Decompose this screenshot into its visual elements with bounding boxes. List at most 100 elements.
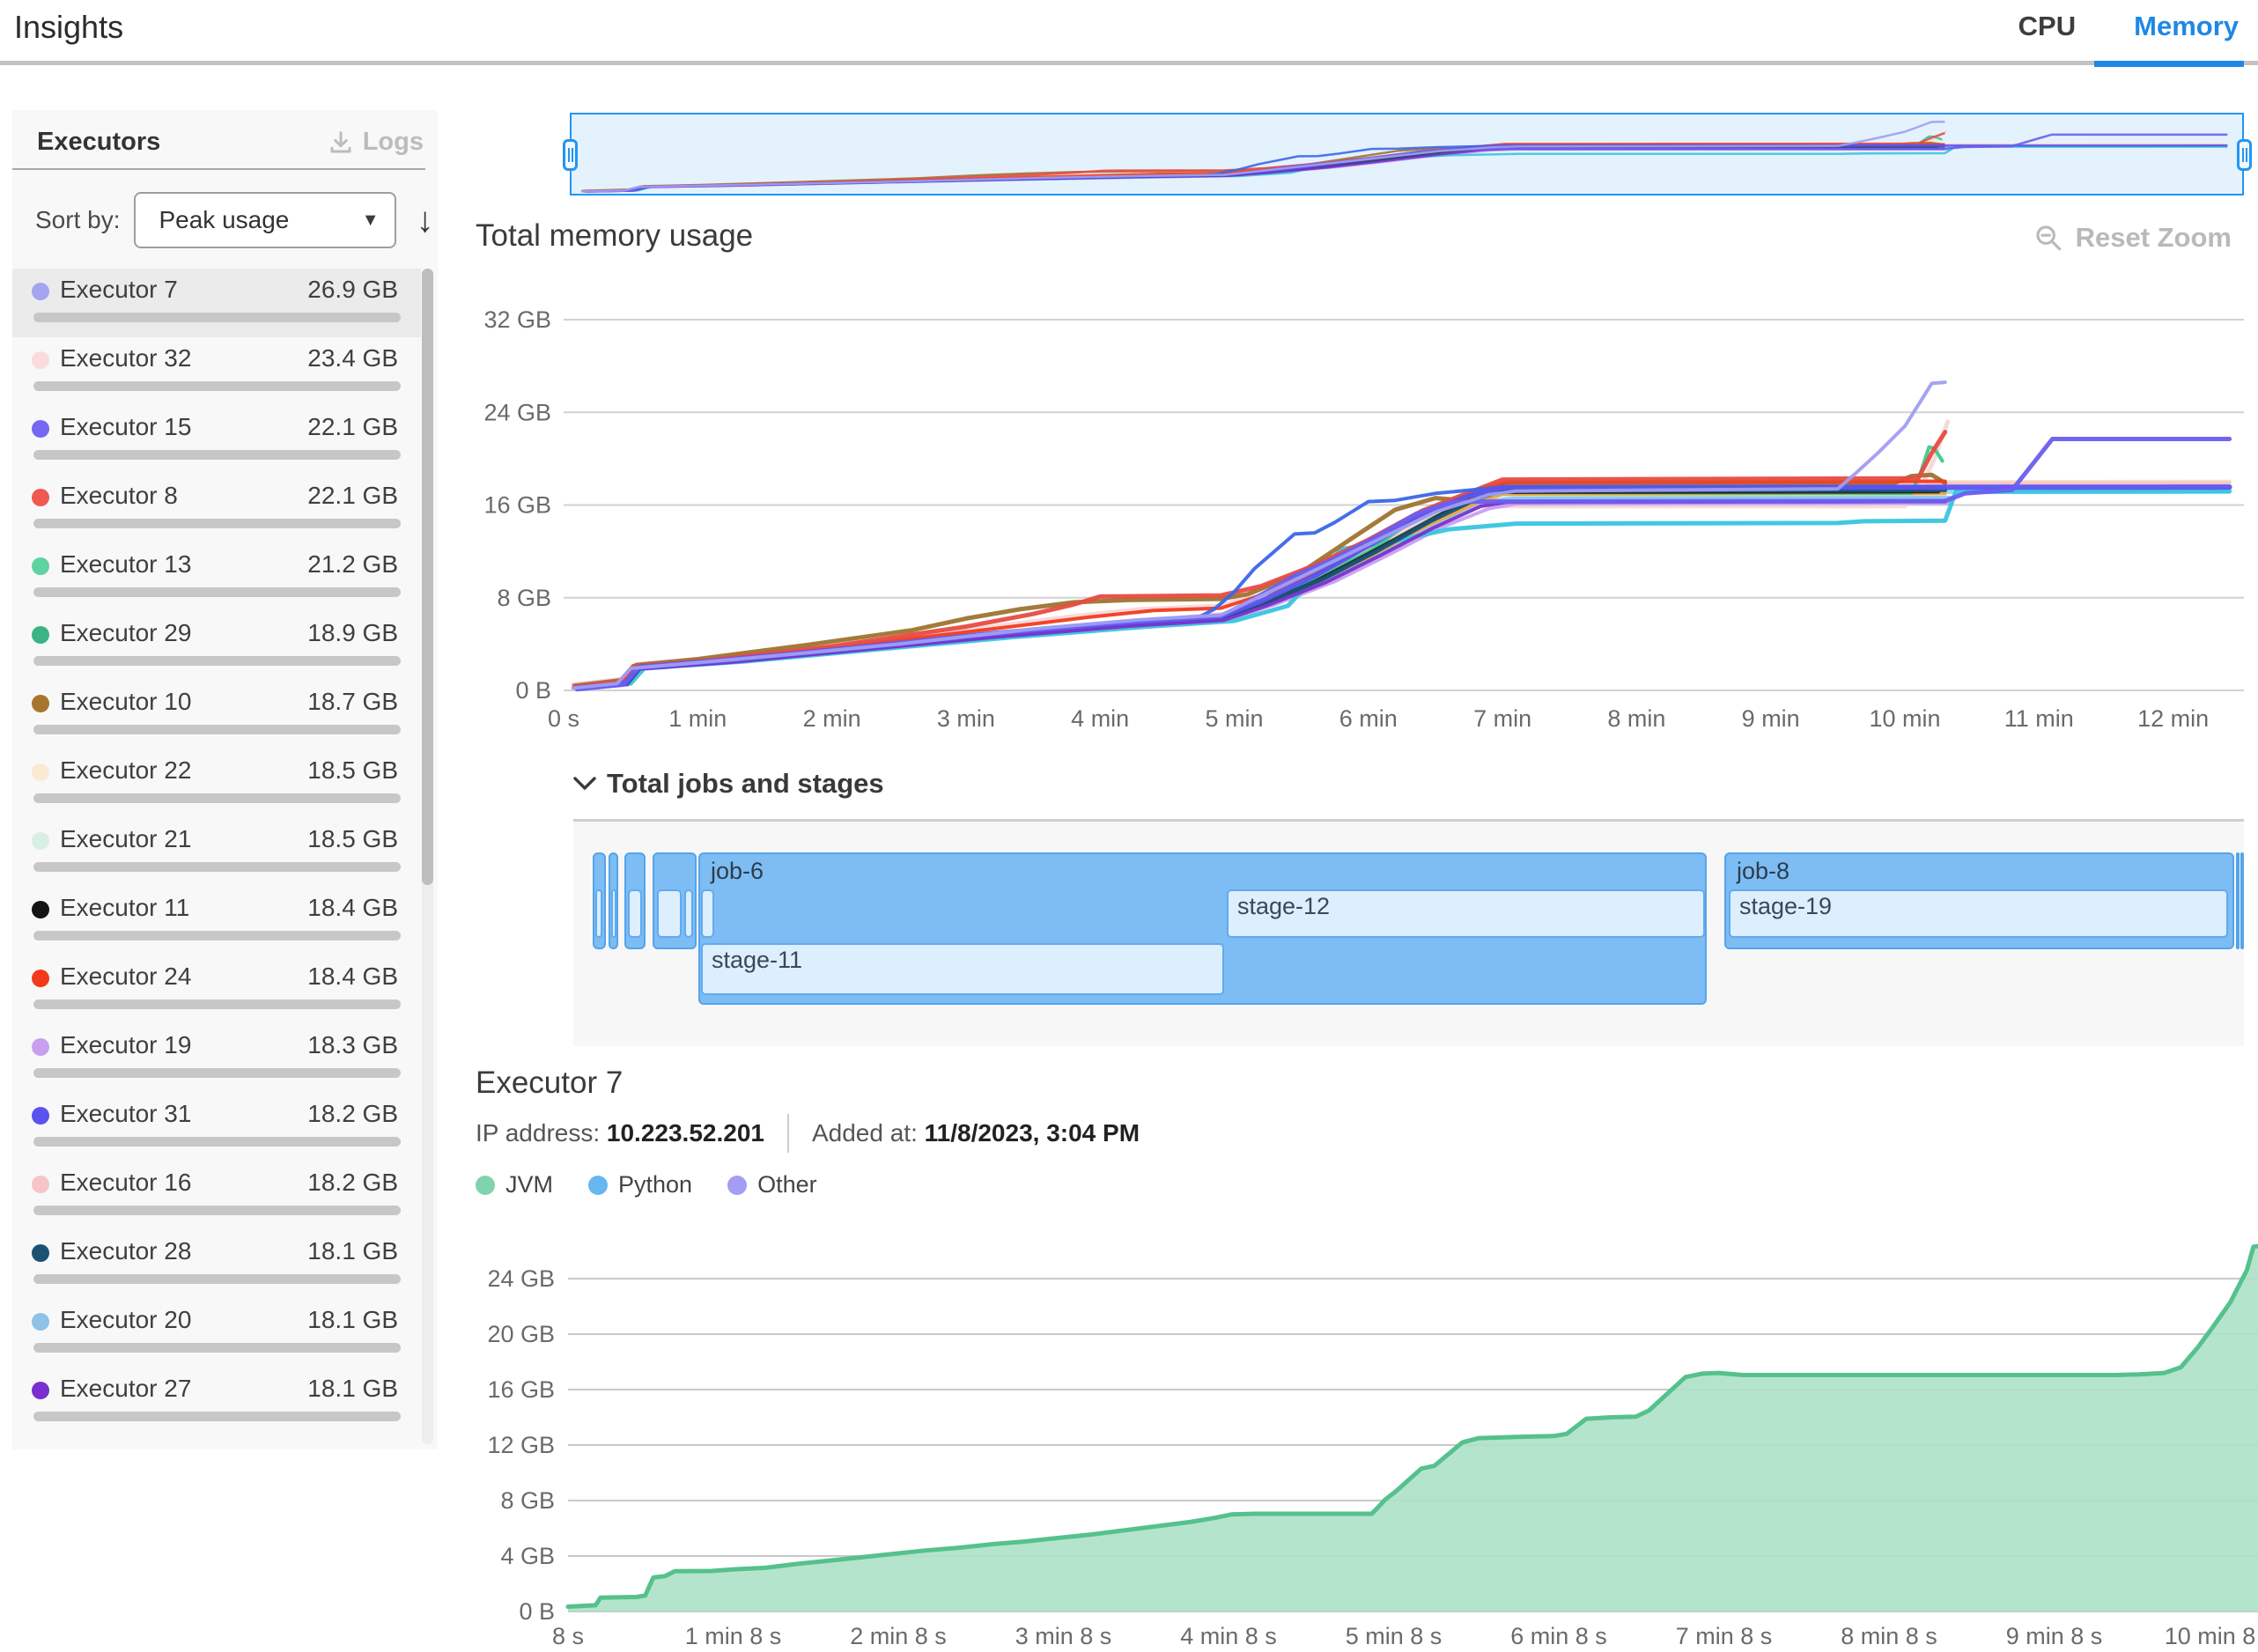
- executors-panel: Executors Logs Sort by: Peak usage ▼ ↓ E…: [12, 110, 438, 1449]
- tab-cpu[interactable]: CPU: [2018, 11, 2077, 41]
- executor-name: Executor 27: [60, 1375, 192, 1402]
- executor-peak-value: 18.5 GB: [307, 825, 398, 852]
- reset-zoom-button[interactable]: Reset Zoom: [2033, 222, 2232, 254]
- sort-direction-button[interactable]: ↓: [416, 201, 434, 240]
- tab-bar: CPU Memory: [2013, 11, 2244, 42]
- executor-peak-value: 26.9 GB: [307, 276, 398, 303]
- svg-text:6 min 8 s: 6 min 8 s: [1510, 1623, 1607, 1649]
- executor-peak-value: 21.2 GB: [307, 550, 398, 578]
- tab-memory[interactable]: Memory: [2134, 11, 2239, 41]
- executor-row-executor-10[interactable]: Executor 10 18.7 GB: [12, 681, 421, 749]
- executor-name: Executor 13: [60, 550, 192, 578]
- executor-row-executor-20[interactable]: Executor 20 18.1 GB: [12, 1299, 421, 1368]
- executor-name: Executor 21: [60, 825, 192, 852]
- executor-row-executor-11[interactable]: Executor 11 18.4 GB: [12, 887, 421, 955]
- executor-row-executor-19[interactable]: Executor 19 18.3 GB: [12, 1024, 421, 1093]
- executor-usage-bar: [33, 862, 401, 872]
- executor-usage-bar: [33, 656, 401, 666]
- svg-text:12 GB: 12 GB: [487, 1432, 555, 1458]
- executor-list-scrollbar[interactable]: [422, 269, 433, 1444]
- legend-item-other[interactable]: Other: [727, 1171, 817, 1198]
- page-title: Insights: [14, 9, 124, 45]
- executor-row-executor-32[interactable]: Executor 32 23.4 GB: [12, 337, 421, 406]
- svg-text:1 min 8 s: 1 min 8 s: [685, 1623, 782, 1649]
- svg-text:0 B: 0 B: [515, 677, 551, 704]
- stage-bar[interactable]: [701, 889, 714, 938]
- stage-bar-stage-19[interactable]: stage-19: [1729, 889, 2228, 938]
- ip-address-label: IP address:: [476, 1119, 601, 1147]
- divider: [12, 168, 425, 170]
- executor-row-executor-24[interactable]: Executor 24 18.4 GB: [12, 955, 421, 1024]
- logs-button[interactable]: Logs: [328, 128, 424, 157]
- executor-usage-bar: [33, 725, 401, 734]
- stage-bar[interactable]: [657, 889, 682, 938]
- svg-text:10 min: 10 min: [1869, 705, 1940, 732]
- executor-row-executor-27[interactable]: Executor 27 18.1 GB: [12, 1368, 421, 1436]
- svg-text:7 min 8 s: 7 min 8 s: [1676, 1623, 1773, 1649]
- executor-color-dot: [32, 626, 49, 644]
- stage-bar[interactable]: [611, 889, 616, 938]
- svg-text:8 min 8 s: 8 min 8 s: [1841, 1623, 1937, 1649]
- brush-handle-right[interactable]: [2237, 139, 2252, 171]
- stage-bar[interactable]: [684, 889, 693, 938]
- jobs-section-toggle[interactable]: Total jobs and stages: [573, 768, 884, 800]
- executor-peak-value: 18.2 GB: [307, 1100, 398, 1127]
- svg-text:4 min 8 s: 4 min 8 s: [1180, 1623, 1277, 1649]
- job-bar[interactable]: [2236, 852, 2240, 949]
- job-label: job-8: [1737, 858, 1790, 884]
- executor-row-executor-22[interactable]: Executor 22 18.5 GB: [12, 749, 421, 818]
- brush-handle-left[interactable]: [563, 139, 578, 171]
- svg-text:24 GB: 24 GB: [487, 1265, 555, 1292]
- executor-color-dot: [32, 1107, 49, 1125]
- executor-name: Executor 24: [60, 962, 192, 990]
- legend-dot: [588, 1175, 608, 1195]
- executor-peak-value: 18.3 GB: [307, 1031, 398, 1058]
- sort-by-select[interactable]: Peak usage ▼: [134, 192, 397, 248]
- svg-text:4 min: 4 min: [1071, 705, 1129, 732]
- added-at-value: 11/8/2023, 3:04 PM: [924, 1119, 1140, 1147]
- executor-row-executor-7[interactable]: Executor 7 26.9 GB: [12, 269, 421, 337]
- executor-peak-value: 18.1 GB: [307, 1375, 398, 1402]
- executor-usage-bar: [33, 313, 401, 322]
- executor-usage-bar: [33, 793, 401, 803]
- executor-row-executor-13[interactable]: Executor 13 21.2 GB: [12, 543, 421, 612]
- stage-label: stage-11: [712, 947, 803, 973]
- executor-row-executor-31[interactable]: Executor 31 18.2 GB: [12, 1093, 421, 1162]
- stage-bar-stage-12[interactable]: stage-12: [1227, 889, 1705, 938]
- legend-item-jvm[interactable]: JVM: [476, 1171, 553, 1198]
- executor-color-dot: [32, 420, 49, 438]
- scrollbar-thumb[interactable]: [422, 269, 433, 885]
- executor-row-executor-21[interactable]: Executor 21 18.5 GB: [12, 818, 421, 887]
- executor-name: Executor 20: [60, 1306, 192, 1333]
- executor-row-executor-8[interactable]: Executor 8 22.1 GB: [12, 475, 421, 543]
- executor-row-executor-28[interactable]: Executor 28 18.1 GB: [12, 1230, 421, 1299]
- sort-row: Sort by: Peak usage ▼ ↓: [35, 191, 433, 249]
- executor-color-dot: [32, 970, 49, 987]
- executor-peak-value: 22.1 GB: [307, 413, 398, 440]
- executor-color-dot: [32, 1176, 49, 1193]
- stage-bar-stage-11[interactable]: stage-11: [701, 943, 1224, 995]
- stage-bar[interactable]: [595, 889, 602, 938]
- executor-name: Executor 32: [60, 344, 192, 372]
- executor-color-dot: [32, 832, 49, 850]
- legend-item-python[interactable]: Python: [588, 1171, 692, 1198]
- stage-bar[interactable]: [628, 889, 642, 938]
- total-memory-line-chart: 32 GB 24 GB 16 GB 8 GB 0 B0 s 1 min 2 min 3 min…: [483, 306, 2244, 732]
- jobs-stages-gantt: job-6 stage-12 stage-11 job-8 stage-19: [573, 819, 2244, 1046]
- svg-text:20 GB: 20 GB: [487, 1321, 555, 1347]
- svg-text:3 min 8 s: 3 min 8 s: [1015, 1623, 1112, 1649]
- executor-row-executor-15[interactable]: Executor 15 22.1 GB: [12, 406, 421, 475]
- executor-list: Executor 7 26.9 GB Executor 32 23.4 GB Execu…: [12, 269, 438, 1449]
- legend-label: Other: [757, 1171, 817, 1198]
- svg-text:5 min: 5 min: [1205, 705, 1263, 732]
- svg-text:3 min: 3 min: [937, 705, 995, 732]
- svg-text:8 GB: 8 GB: [497, 585, 551, 611]
- executor-color-dot: [32, 1313, 49, 1331]
- legend-label: Python: [618, 1171, 693, 1198]
- job-bar[interactable]: [2240, 852, 2244, 949]
- executor-row-executor-16[interactable]: Executor 16 18.2 GB: [12, 1162, 421, 1230]
- executor-usage-bar: [33, 519, 401, 528]
- executor-row-executor-29[interactable]: Executor 29 18.9 GB: [12, 612, 421, 681]
- zoom-brush-minimap[interactable]: [570, 113, 2244, 195]
- executor-memory-area-chart: 24 GB 20 GB 16 GB 12 GB 8 GB 4 GB 0 B8 s 1 min …: [487, 1243, 2258, 1649]
